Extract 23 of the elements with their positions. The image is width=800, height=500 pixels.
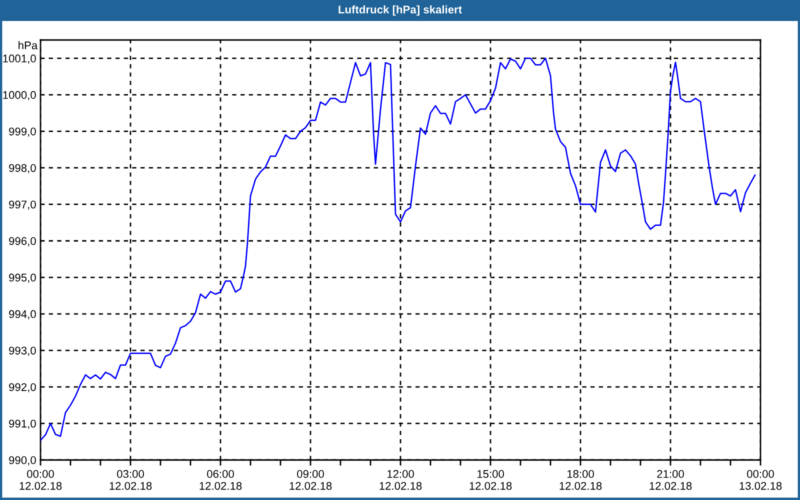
y-tick-label: 1001,0 [3,54,36,64]
x-tick-label: 06:00 12.02.18 [200,470,242,490]
y-tick-label: 996,0 [9,237,36,246]
x-tick-label: 00:00 12.02.18 [20,470,62,490]
x-tick-label: 21:00 12.02.18 [650,470,692,490]
x-tick-label: 12:00 12.02.18 [380,470,422,490]
y-tick-label: 998,0 [9,164,36,174]
y-tick-label: 992,0 [9,383,36,392]
x-tick-label: 09:00 12.02.18 [290,470,332,490]
y-tick-label: 991,0 [9,420,36,429]
y-tick-label: 994,0 [9,310,36,320]
y-tick-label: 997,0 [9,200,36,210]
y-axis-title: hPa [18,41,38,50]
x-tick-label: 03:00 12.02.18 [110,470,152,490]
y-tick-label: 999,0 [9,128,36,137]
y-tick-label: 993,0 [9,346,36,356]
chart-title: Luftdruck [hPa] skaliert [338,5,462,16]
y-tick-label: 995,0 [9,274,36,283]
x-tick-label: 18:00 12.02.18 [560,470,602,490]
y-tick-label: 990,0 [9,456,36,466]
x-tick-label: 15:00 12.02.18 [470,470,512,490]
x-tick-label: 00:00 13.02.18 [740,470,782,490]
y-tick-label: 1000,0 [3,91,36,100]
